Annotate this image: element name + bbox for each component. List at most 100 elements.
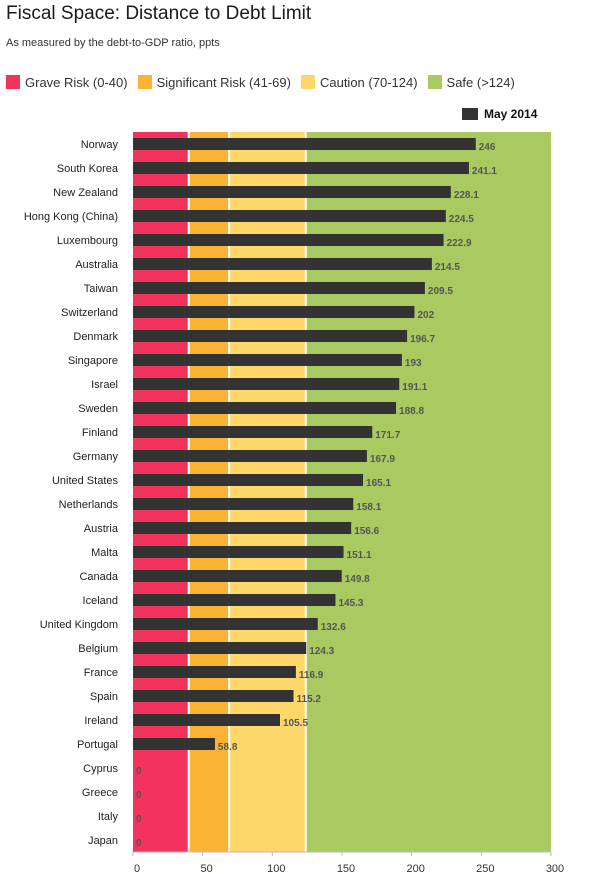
- data-label: 145.3: [338, 598, 363, 609]
- category-label: Japan: [88, 835, 118, 847]
- x-tick-label: 0: [134, 863, 140, 875]
- category-label: Iceland: [83, 595, 118, 607]
- category-label: Netherlands: [59, 499, 119, 511]
- bar: [133, 282, 425, 294]
- bar: [133, 426, 373, 438]
- bar: [133, 162, 469, 174]
- x-tick-label: 300: [546, 863, 564, 875]
- bar: [133, 234, 444, 246]
- data-label: 193: [405, 358, 422, 369]
- legend-item-grave-risk: Grave Risk (0-40): [6, 75, 128, 90]
- x-tick-label: 50: [201, 863, 213, 875]
- chart-title: Fiscal Space: Distance to Debt Limit: [6, 3, 312, 24]
- category-label: Spain: [90, 691, 118, 703]
- category-label: Germany: [73, 451, 119, 463]
- legend-swatch-caution: [300, 75, 315, 89]
- x-tick-label: 100: [267, 863, 285, 875]
- x-tick-label: 150: [337, 863, 355, 875]
- data-label: 202: [417, 310, 434, 321]
- bar: [133, 522, 352, 534]
- data-label: 0: [136, 814, 142, 825]
- data-label: 151.1: [347, 550, 372, 561]
- bar: [133, 450, 367, 462]
- category-label: Taiwan: [84, 283, 118, 295]
- category-label: Sweden: [78, 403, 118, 415]
- bar: [133, 354, 402, 366]
- x-tick-label: 200: [406, 863, 424, 875]
- data-label: 191.1: [402, 382, 427, 393]
- legend-label-safe: Safe (>124): [446, 74, 515, 90]
- bar: [133, 330, 408, 342]
- category-label: Belgium: [78, 643, 118, 655]
- data-label: 0: [136, 838, 142, 849]
- series-legend: May 2014: [462, 107, 537, 121]
- data-label: 246: [479, 142, 496, 153]
- bar: [133, 258, 432, 270]
- zone-band-caution: [229, 132, 306, 852]
- category-label: Hong Kong (China): [24, 211, 118, 223]
- bar: [133, 546, 344, 558]
- data-label: 149.8: [345, 574, 370, 585]
- series-legend-swatch: [462, 108, 478, 120]
- bar: [133, 690, 294, 702]
- legend-label-significant-risk: Significant Risk (41-69): [156, 74, 291, 90]
- data-label: 171.7: [375, 430, 400, 441]
- data-label: 224.5: [449, 214, 474, 225]
- category-label: France: [84, 667, 118, 679]
- chart-subtitle: As measured by the debt-to-GDP ratio, pp…: [6, 37, 220, 49]
- category-label: Denmark: [73, 331, 118, 343]
- bar: [133, 714, 280, 726]
- bar: [133, 186, 451, 198]
- series-legend-label: May 2014: [484, 107, 538, 121]
- data-label: 228.1: [454, 190, 479, 201]
- category-label: Israel: [91, 379, 118, 391]
- bar: [133, 594, 336, 606]
- data-label: 196.7: [410, 334, 435, 345]
- x-tick-label: 250: [476, 863, 494, 875]
- bar: [133, 738, 215, 750]
- zone-band-significant-risk: [188, 132, 230, 852]
- data-label: 0: [136, 790, 142, 801]
- data-label: 132.6: [321, 622, 346, 633]
- category-label: Canada: [79, 571, 118, 583]
- bar: [133, 138, 476, 150]
- data-label: 105.5: [283, 718, 308, 729]
- legend-swatch-significant-risk: [137, 75, 152, 89]
- legend-swatch-grave-risk: [6, 75, 20, 89]
- legend-label-grave-risk: Grave Risk (0-40): [25, 74, 128, 90]
- legend-item-safe: Safe (>124): [427, 74, 515, 90]
- bar: [133, 402, 397, 414]
- bar: [133, 618, 318, 630]
- zone-legend: Grave Risk (0-40) Significant Risk (41-6…: [6, 72, 515, 92]
- data-label: 115.2: [297, 694, 322, 705]
- category-label: Switzerland: [61, 307, 118, 319]
- data-label: 241.1: [472, 166, 497, 177]
- data-label: 222.9: [447, 238, 472, 249]
- category-label: Singapore: [68, 355, 118, 367]
- bar: [133, 642, 307, 654]
- category-label: United States: [52, 475, 119, 487]
- bar: [133, 570, 342, 582]
- data-label: 156.6: [354, 526, 379, 537]
- legend-item-significant-risk: Significant Risk (41-69): [137, 74, 291, 90]
- data-label: 124.3: [309, 646, 334, 657]
- bar: [133, 378, 400, 390]
- data-label: 188.8: [399, 406, 424, 417]
- data-label: 0: [136, 766, 142, 777]
- category-label: Cyprus: [83, 763, 118, 775]
- data-label: 58.8: [218, 742, 238, 753]
- data-label: 165.1: [366, 478, 391, 489]
- data-label: 167.9: [370, 454, 395, 465]
- data-label: 116.9: [299, 670, 324, 681]
- category-label: Ireland: [84, 715, 118, 727]
- category-label: New Zealand: [53, 187, 118, 199]
- data-label: 158.1: [356, 502, 381, 513]
- category-label: Malta: [91, 547, 119, 559]
- data-label: 214.5: [435, 262, 460, 273]
- zone-band-safe: [305, 132, 551, 852]
- category-label: Finland: [82, 427, 118, 439]
- legend-swatch-safe: [427, 75, 442, 89]
- category-label: Luxembourg: [57, 235, 118, 247]
- legend-label-caution: Caution (70-124): [319, 74, 418, 90]
